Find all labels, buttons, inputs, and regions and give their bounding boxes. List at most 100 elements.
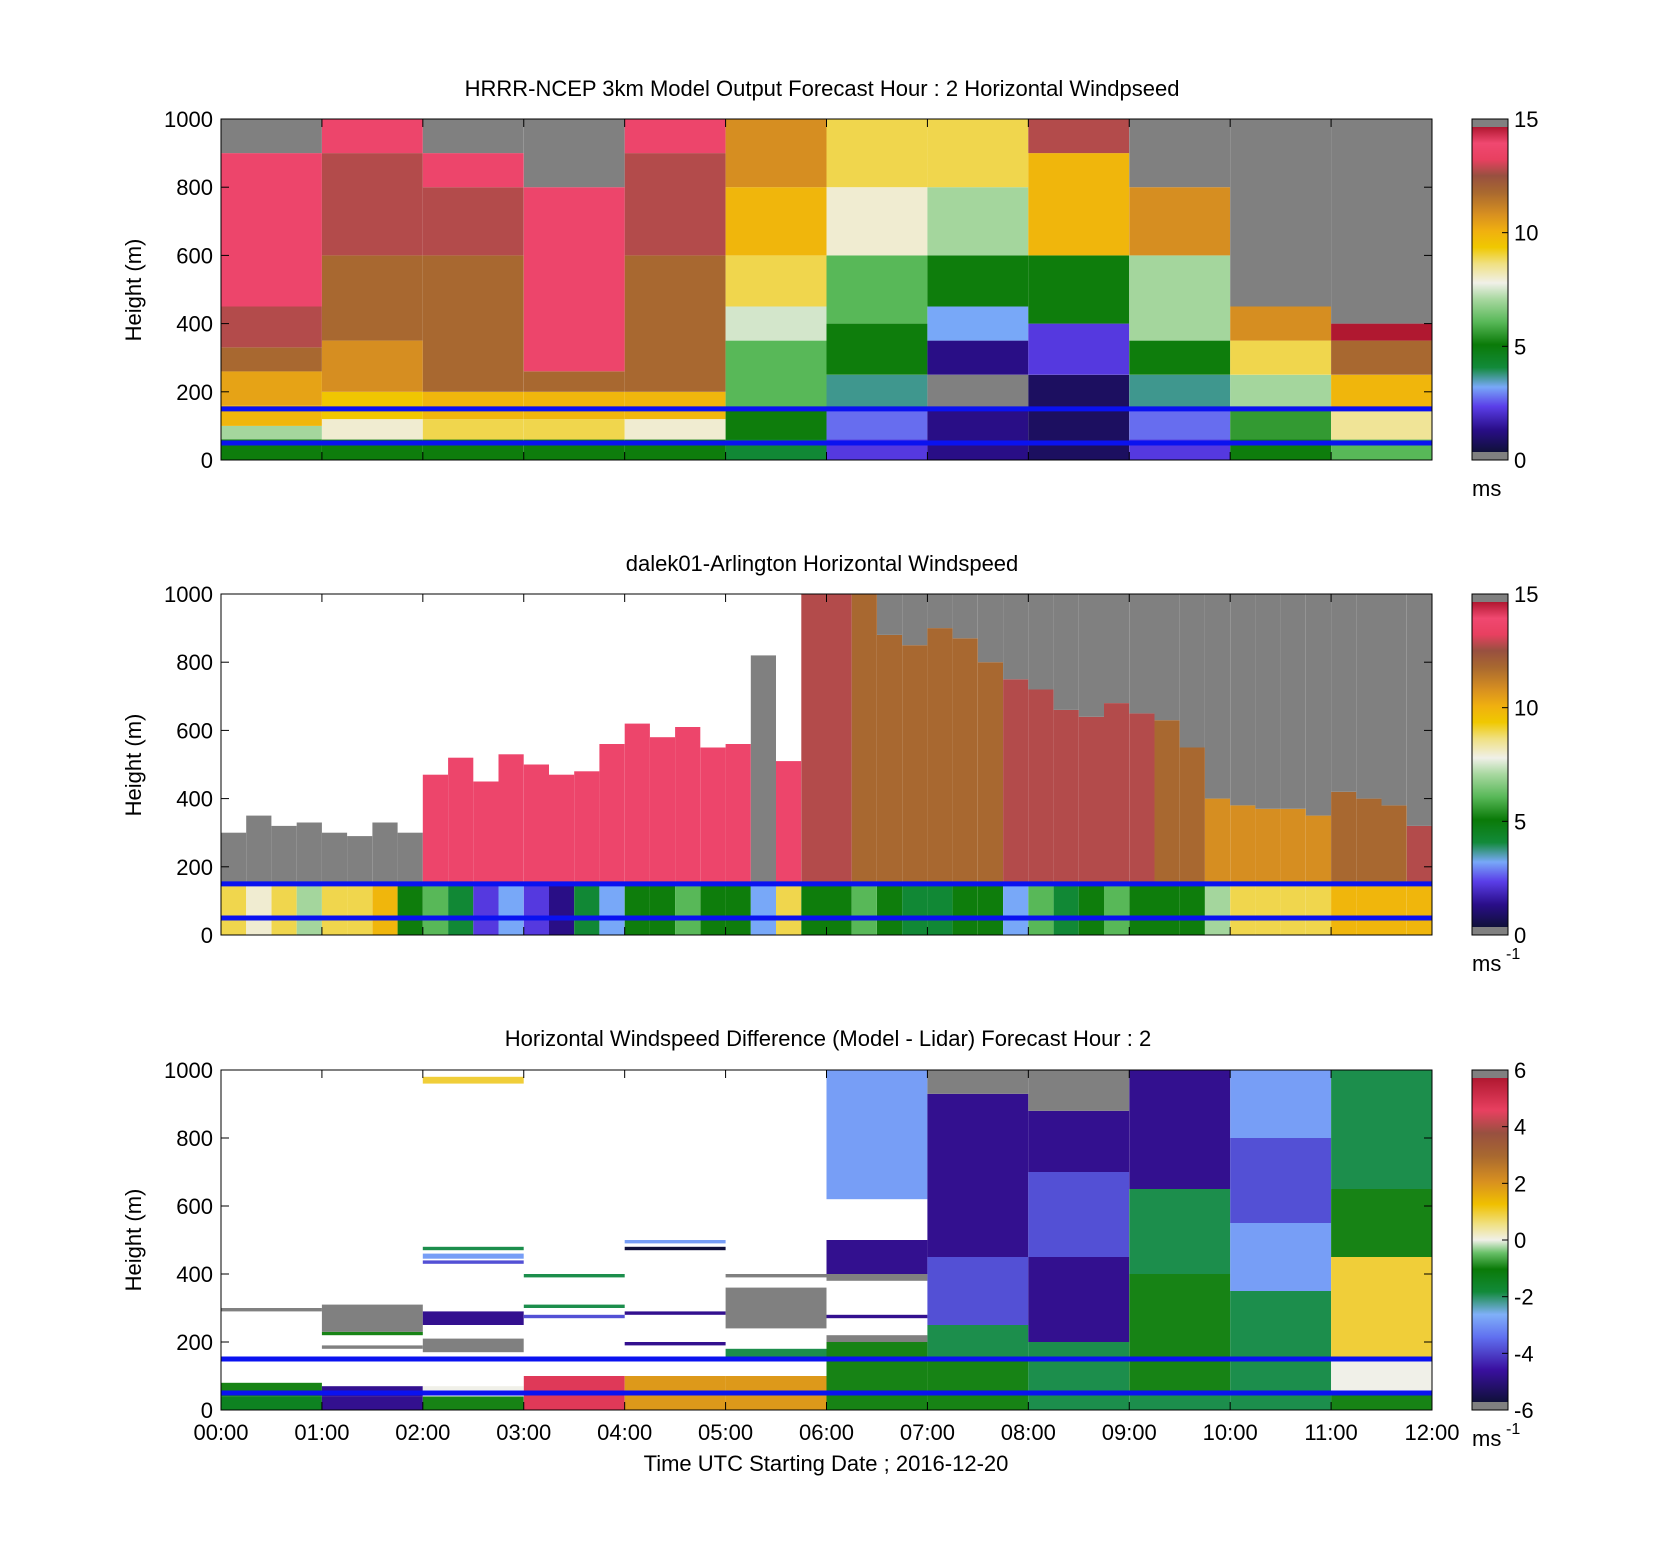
panel-difference: Horizontal Windspeed Difference (Model -… [121, 1026, 1534, 1451]
heatmap-cell [826, 1274, 928, 1281]
heatmap-cell [422, 1311, 524, 1325]
heatmap-cell [422, 774, 448, 884]
heatmap-cell [1331, 594, 1357, 792]
heatmap-cell [624, 391, 726, 420]
heatmap-cell [826, 1359, 928, 1410]
x-tick-label: 10:00 [1203, 1420, 1258, 1445]
heatmap-cell [599, 744, 625, 884]
panel-lidar-observation: dalek01-Arlington Horizontal Windspeed 0… [121, 551, 1538, 976]
x-tick-label: 04:00 [597, 1420, 652, 1445]
y-tick-label: 400 [176, 312, 213, 337]
heatmap-cell [422, 1260, 524, 1264]
colorbar-gradient [1472, 602, 1508, 927]
y-tick-label: 1000 [164, 582, 213, 607]
heatmap-cell [372, 822, 398, 884]
heatmap-cell [1028, 594, 1054, 690]
y-tick-label: 800 [176, 175, 213, 200]
heatmap-cell [1331, 1070, 1432, 1189]
x-tick-label: 08:00 [1001, 1420, 1056, 1445]
heatmap-cell [1230, 805, 1256, 884]
heatmap-cell [624, 723, 650, 884]
heatmap-cell [1129, 374, 1231, 409]
heatmap-cell [1331, 1359, 1432, 1393]
heatmap-cell [1230, 119, 1332, 307]
colorbar: -6 -4 -2 0 2 4 6 ms -1 [1471, 1058, 1534, 1451]
heatmap-cell [1305, 594, 1332, 816]
heatmap-cell [902, 594, 928, 646]
heatmap-cell [826, 323, 928, 375]
heatmap-cell [725, 1274, 827, 1278]
heatmap-cell [1129, 883, 1155, 935]
heatmap-cell [1078, 883, 1104, 935]
heatmap-cell [221, 347, 322, 372]
panel-title: HRRR-NCEP 3km Model Output Forecast Hour… [465, 76, 1180, 101]
heatmap-cell [1406, 883, 1432, 935]
heatmap-cell [624, 1342, 726, 1346]
heatmap-cell [977, 883, 1004, 935]
heatmap-cell [1179, 594, 1205, 748]
heatmap-cell [1078, 594, 1104, 717]
heatmap-cell [221, 1308, 322, 1312]
heatmap-cell [1255, 808, 1281, 884]
heatmap-cell [1230, 1393, 1332, 1410]
heatmap-cell [221, 1396, 322, 1410]
heatmap-cell [927, 1359, 1029, 1410]
heatmap-cell [851, 594, 877, 884]
heatmap-cell [221, 306, 322, 348]
heatmap-cell [372, 883, 398, 935]
heatmap-cell [725, 1348, 827, 1359]
heatmap-cell [523, 1314, 625, 1319]
heatmap-cell [624, 1311, 726, 1315]
heatmap-cell [321, 832, 348, 884]
heatmap-cell [1078, 716, 1104, 884]
heatmap-cell [1255, 883, 1281, 935]
heatmap-cell [1204, 798, 1231, 884]
y-tick-label: 1000 [164, 1058, 213, 1083]
heatmap-cell [321, 255, 423, 341]
heatmap-cell [1331, 408, 1432, 440]
heatmap-cell [422, 1246, 524, 1251]
x-tick-label: 03:00 [496, 1420, 551, 1445]
heatmap-cell [1230, 1138, 1332, 1223]
heatmap-cell [624, 119, 726, 154]
heatmap-cell [1028, 1110, 1130, 1172]
heatmap-cell [700, 883, 726, 935]
heatmap-cell [826, 1335, 928, 1342]
heatmap-cell [1003, 594, 1029, 680]
heatmap-cell [422, 391, 524, 420]
reference-lines [221, 881, 1432, 921]
heatmap-cell [321, 1331, 423, 1336]
colorbar-tick-label: 0 [1514, 448, 1526, 473]
heatmap-cell [1406, 825, 1432, 884]
colorbar-frame [1471, 593, 1509, 936]
y-axis-ticks: 0 200 400 600 800 1000 [164, 1058, 1432, 1423]
heatmap-cell [826, 408, 928, 440]
heatmap-cell [1028, 255, 1130, 324]
colorbar-unit-label: ms [1472, 476, 1501, 501]
heatmap-cell [1104, 594, 1130, 704]
heatmap-cell [826, 1070, 928, 1200]
heatmap-cell [1331, 1189, 1432, 1257]
heatmap-cell [1003, 679, 1029, 884]
heatmap-cell [851, 883, 877, 935]
heatmap-cell [1053, 709, 1079, 884]
reference-lines [221, 1356, 1432, 1396]
heatmap-cell [1381, 883, 1407, 935]
heatmap-cell [271, 883, 297, 935]
heatmap-cell [321, 391, 423, 420]
y-tick-label: 200 [176, 855, 213, 880]
heatmap-cell [1331, 1257, 1432, 1359]
heatmap-cell [826, 883, 852, 935]
heatmap-cell [1331, 340, 1432, 375]
colorbar-tick-label: 0 [1514, 923, 1526, 948]
heatmap-cell [1129, 713, 1155, 884]
colorbar: 0 5 10 15 ms [1471, 107, 1538, 501]
y-tick-label: 200 [176, 1330, 213, 1355]
heatmap-cell [927, 374, 1029, 409]
heatmap-cell [1129, 255, 1231, 341]
heatmap-cell [1305, 815, 1332, 884]
heatmap-cell [776, 883, 802, 935]
heatmap-cell [574, 771, 600, 884]
x-tick-label: 07:00 [900, 1420, 955, 1445]
heatmap-cell [902, 645, 928, 884]
